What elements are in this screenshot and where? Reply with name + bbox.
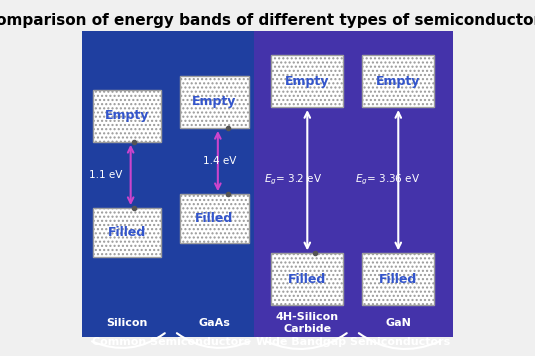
- Text: 1.4 eV: 1.4 eV: [203, 156, 236, 166]
- Text: Filled: Filled: [379, 273, 417, 286]
- Text: 1.1 eV: 1.1 eV: [89, 170, 123, 180]
- Text: Empty: Empty: [105, 109, 149, 122]
- Text: Filled: Filled: [288, 273, 326, 286]
- Text: $E_g$= 3.2 eV: $E_g$= 3.2 eV: [264, 173, 322, 187]
- Text: Filled: Filled: [108, 226, 147, 239]
- Text: GaN: GaN: [385, 318, 411, 328]
- FancyBboxPatch shape: [180, 76, 249, 128]
- FancyBboxPatch shape: [254, 31, 453, 337]
- FancyBboxPatch shape: [362, 55, 434, 107]
- Text: $E_g$= 3.36 eV: $E_g$= 3.36 eV: [355, 173, 420, 187]
- FancyBboxPatch shape: [271, 55, 343, 107]
- Text: 4H-Silicon
Carbide: 4H-Silicon Carbide: [276, 312, 339, 334]
- Text: GaAs: GaAs: [198, 318, 231, 328]
- Text: Empty: Empty: [376, 74, 421, 88]
- FancyBboxPatch shape: [93, 208, 162, 257]
- Text: Wide Bandgap Semiconductors: Wide Bandgap Semiconductors: [256, 337, 450, 347]
- FancyBboxPatch shape: [180, 194, 249, 243]
- FancyBboxPatch shape: [93, 90, 162, 142]
- Text: Empty: Empty: [285, 74, 330, 88]
- Text: Common Semiconductors: Common Semiconductors: [91, 337, 250, 347]
- Text: Empty: Empty: [192, 95, 236, 109]
- Text: Comparison of energy bands of different types of semiconductors: Comparison of energy bands of different …: [0, 13, 535, 28]
- Text: Filled: Filled: [195, 212, 234, 225]
- FancyBboxPatch shape: [271, 253, 343, 305]
- Text: Silicon: Silicon: [106, 318, 148, 328]
- FancyBboxPatch shape: [362, 253, 434, 305]
- FancyBboxPatch shape: [82, 31, 453, 337]
